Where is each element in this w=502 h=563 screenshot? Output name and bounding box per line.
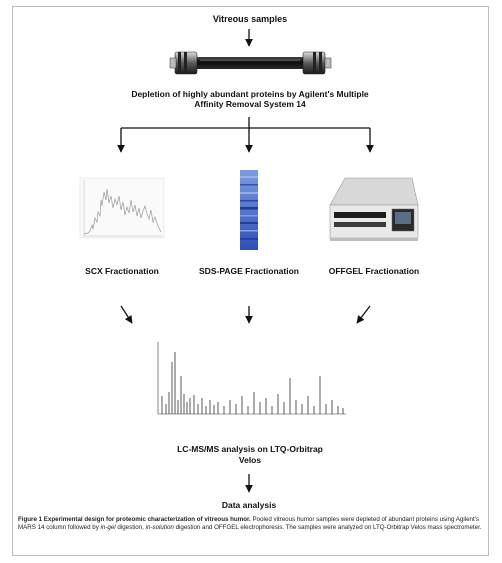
arrow-scx-to-ms <box>121 306 132 323</box>
caption-part-2: digestion, <box>116 524 146 531</box>
caption-part-3: digestion and OFFGEL electrophoresis. Th… <box>174 524 482 531</box>
step-scx-fractionation: SCX Fractionation <box>70 266 174 277</box>
step-vitreous-samples: Vitreous samples <box>170 14 330 25</box>
caption-lead: Figure 1 Experimental design for proteom… <box>18 516 251 523</box>
affinity-column-icon <box>170 52 331 74</box>
chromatogram-icon <box>80 178 164 238</box>
branch-connector <box>121 117 370 152</box>
offgel-instrument-icon <box>330 178 418 241</box>
figure-caption: Figure 1 Experimental design for proteom… <box>18 516 486 533</box>
step-data-analysis: Data analysis <box>195 500 303 511</box>
caption-italic-2: in-solution <box>146 524 174 531</box>
arrow-offgel-to-ms <box>357 306 370 323</box>
mass-spectrum-icon <box>158 342 346 414</box>
step-lcms-analysis: LC-MS/MS analysis on LTQ-Orbitrap Velos <box>169 444 331 466</box>
gel-lane-icon <box>240 170 258 250</box>
step-depletion: Depletion of highly abundant proteins by… <box>128 89 372 109</box>
step-offgel-fractionation: OFFGEL Fractionation <box>318 266 430 277</box>
caption-italic-1: in-gel <box>101 524 116 531</box>
step-sds-page-fractionation: SDS-PAGE Fractionation <box>186 266 312 277</box>
